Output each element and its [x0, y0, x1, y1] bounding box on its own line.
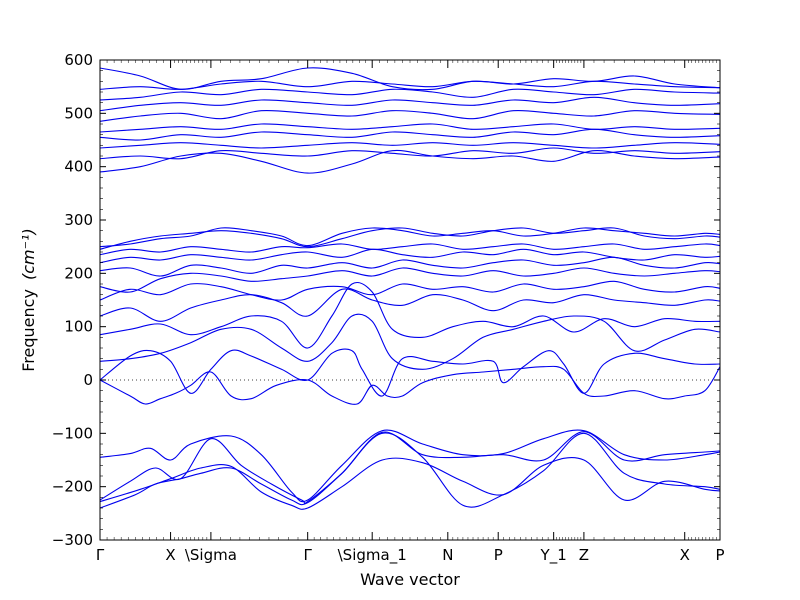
y-tick-label: 0	[83, 371, 93, 389]
plot-frame	[100, 60, 720, 540]
band-line-11	[100, 268, 720, 292]
y-tick-label: −100	[52, 424, 93, 442]
x-tick-label-11: P	[715, 546, 724, 564]
band-line-19	[100, 143, 720, 148]
x-tick-label-2: X	[165, 546, 175, 564]
x-tick-label-7: P	[494, 546, 503, 564]
x-axis-label: Wave vector	[360, 570, 460, 589]
x-tick-label-6: N	[442, 546, 453, 564]
x-tick-label-5: \Sigma_1	[338, 546, 407, 565]
band-line-21	[100, 124, 720, 132]
band-line-3	[100, 432, 720, 504]
band-line-9	[100, 289, 720, 321]
y-tick-label: 500	[64, 104, 93, 122]
band-line-22	[100, 111, 720, 122]
band-lines	[100, 68, 720, 509]
band-line-10	[100, 281, 720, 300]
band-line-4	[100, 430, 720, 502]
band-line-8	[100, 282, 720, 348]
y-tick-label: 100	[64, 318, 93, 336]
x-tick-label-4: Γ	[303, 546, 312, 564]
band-line-7	[100, 314, 720, 369]
band-line-26	[100, 68, 720, 90]
x-tick-label-9: Z	[579, 546, 589, 564]
band-line-20	[100, 129, 720, 140]
y-tick-label: 200	[64, 264, 93, 282]
band-line-14	[100, 244, 720, 255]
y-axis-label: Frequency (cm⁻¹)	[19, 228, 38, 371]
y-tick-label: 400	[64, 158, 93, 176]
x-tick-label-10: X	[680, 546, 690, 564]
band-line-23	[100, 97, 720, 110]
y-tick-label: −200	[52, 478, 93, 496]
x-axis: Γ X \Sigma Γ \Sigma_1 N P Y_1 Z X P	[96, 60, 725, 565]
y-tick-label: 300	[64, 211, 93, 229]
x-tick-label-3: \Sigma	[185, 546, 237, 564]
band-line-24	[100, 89, 720, 100]
band-line-5	[100, 366, 720, 404]
band-line-2	[100, 458, 720, 510]
y-tick-label: −300	[52, 531, 93, 549]
band-line-17	[100, 150, 720, 173]
band-line-18	[100, 148, 720, 159]
y-axis: −300 −200 −100 0 100 200 300 400 500 600	[52, 51, 720, 549]
x-tick-label-1: Γ	[96, 546, 105, 564]
y-axis-label-unit: (cm⁻¹)	[19, 228, 38, 280]
x-tick-label-8: Y_1	[540, 546, 567, 565]
y-axis-label-text: Frequency	[19, 289, 38, 372]
y-tick-label: 600	[64, 51, 93, 69]
band-line-6	[100, 349, 720, 396]
